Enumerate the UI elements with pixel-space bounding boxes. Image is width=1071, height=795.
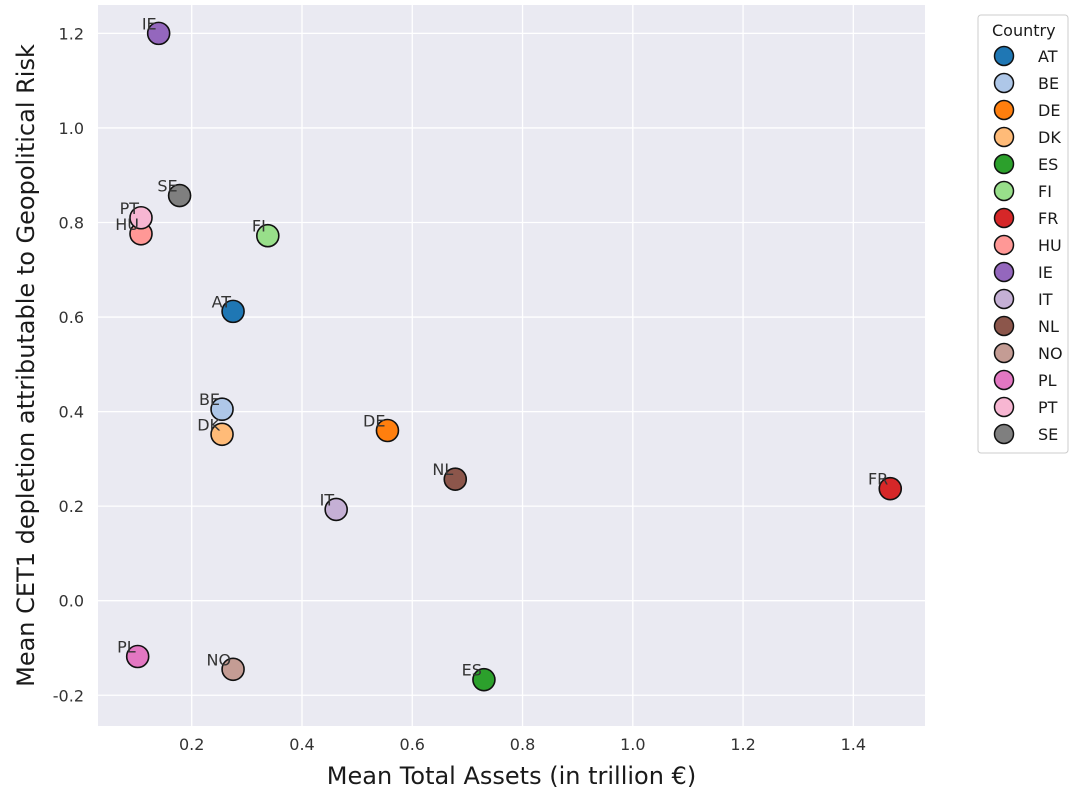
y-tick-labels: -0.2 0.0 0.2 0.4 0.6 0.8 1.0 1.2 — [53, 24, 84, 705]
point-label-fr: FR — [868, 470, 888, 489]
point-label-fi: FI — [252, 217, 266, 236]
legend: Country AT BE DE DK ES FI FR HU IE IT NL NO PL PT SE — [977, 14, 1069, 454]
legend-label-be: BE — [1038, 74, 1059, 93]
legend-label-es: ES — [1038, 155, 1058, 174]
legend-marker-pt — [993, 396, 1015, 418]
x-axis-label: Mean Total Assets (in trillion €) — [327, 762, 696, 790]
legend-items: AT BE DE DK ES FI FR HU IE IT NL NO PL PT SE — [993, 45, 1063, 445]
y-tick-label: 0.2 — [59, 497, 84, 516]
point-se — [167, 183, 192, 208]
point-label-nl: NL — [432, 460, 453, 479]
legend-marker-pl — [993, 369, 1015, 391]
point-no — [221, 657, 245, 682]
legend-marker-es — [993, 153, 1015, 175]
legend-label-no: NO — [1038, 344, 1063, 363]
x-tick-label: 1.2 — [730, 735, 755, 754]
y-tick-label: 0.6 — [59, 308, 84, 327]
point-label-no: NO — [207, 650, 232, 669]
legend-marker-ie — [993, 261, 1015, 283]
x-tick-label: 0.4 — [289, 735, 314, 754]
y-tick-label: 0.0 — [59, 592, 84, 611]
point-label-at: AT — [212, 292, 232, 311]
point-label-be: BE — [199, 390, 220, 409]
point-dk — [210, 422, 234, 447]
point-label-ie: IE — [142, 14, 157, 33]
point-label-it: IT — [320, 490, 335, 509]
point-label-es: ES — [462, 661, 482, 680]
legend-label-dk: DK — [1038, 128, 1061, 147]
point-at — [221, 299, 245, 324]
y-tick-label: 0.4 — [59, 403, 84, 422]
legend-label-fi: FI — [1038, 182, 1052, 201]
legend-marker-de — [993, 99, 1015, 121]
x-tick-label: 0.8 — [510, 735, 535, 754]
y-tick-label: 1.0 — [59, 119, 84, 138]
legend-label-pt: PT — [1038, 398, 1058, 417]
legend-label-ie: IE — [1038, 263, 1053, 282]
point-pl — [125, 644, 150, 669]
legend-marker-nl — [993, 315, 1015, 337]
legend-marker-fi — [993, 180, 1015, 202]
legend-marker-at — [993, 45, 1015, 67]
point-be — [210, 397, 234, 422]
x-tick-label: 1.0 — [620, 735, 645, 754]
y-axis-label: Mean CET1 depletion attributable to Geop… — [12, 44, 40, 687]
point-label-se: SE — [157, 177, 177, 196]
y-tick-label: 1.2 — [59, 24, 84, 43]
legend-label-nl: NL — [1038, 317, 1059, 336]
point-fr — [878, 476, 903, 501]
point-pt — [129, 205, 153, 230]
plot-area — [98, 5, 925, 726]
point-label-pl: PL — [117, 638, 136, 657]
point-nl — [443, 467, 468, 492]
legend-marker-be — [993, 72, 1015, 94]
legend-label-it: IT — [1038, 290, 1053, 309]
legend-label-hu: HU — [1038, 236, 1062, 255]
legend-label-se: SE — [1038, 425, 1058, 444]
legend-label-de: DE — [1038, 101, 1060, 120]
x-tick-label: 0.2 — [179, 735, 204, 754]
point-label-pt: PT — [120, 199, 140, 218]
legend-label-pl: PL — [1038, 371, 1057, 390]
x-tick-labels: 0.2 0.4 0.6 0.8 1.0 1.2 1.4 — [179, 735, 866, 754]
point-label-dk: DK — [197, 415, 220, 434]
y-tick-label: 0.8 — [59, 213, 84, 232]
legend-marker-se — [993, 423, 1015, 445]
legend-marker-no — [993, 342, 1015, 364]
point-es — [472, 667, 496, 692]
legend-marker-it — [993, 288, 1015, 310]
point-fi — [256, 223, 280, 248]
legend-title: Country — [992, 21, 1056, 40]
point-labels: AT BE DE DK ES FI FR HU IE IT NL NO PL PT SE — [115, 14, 888, 679]
point-it — [324, 497, 348, 522]
point-label-hu: HU — [115, 215, 139, 234]
x-tick-label: 1.4 — [841, 735, 866, 754]
legend-marker-dk — [993, 126, 1015, 148]
point-de — [375, 418, 400, 443]
legend-label-fr: FR — [1038, 209, 1058, 228]
point-ie — [146, 21, 171, 46]
legend-label-at: AT — [1038, 47, 1058, 66]
legend-marker-hu — [993, 234, 1015, 256]
legend-marker-fr — [993, 207, 1015, 229]
x-tick-label: 0.6 — [400, 735, 425, 754]
point-label-de: DE — [363, 412, 385, 431]
y-tick-label: -0.2 — [53, 686, 84, 705]
data-points — [125, 21, 903, 692]
